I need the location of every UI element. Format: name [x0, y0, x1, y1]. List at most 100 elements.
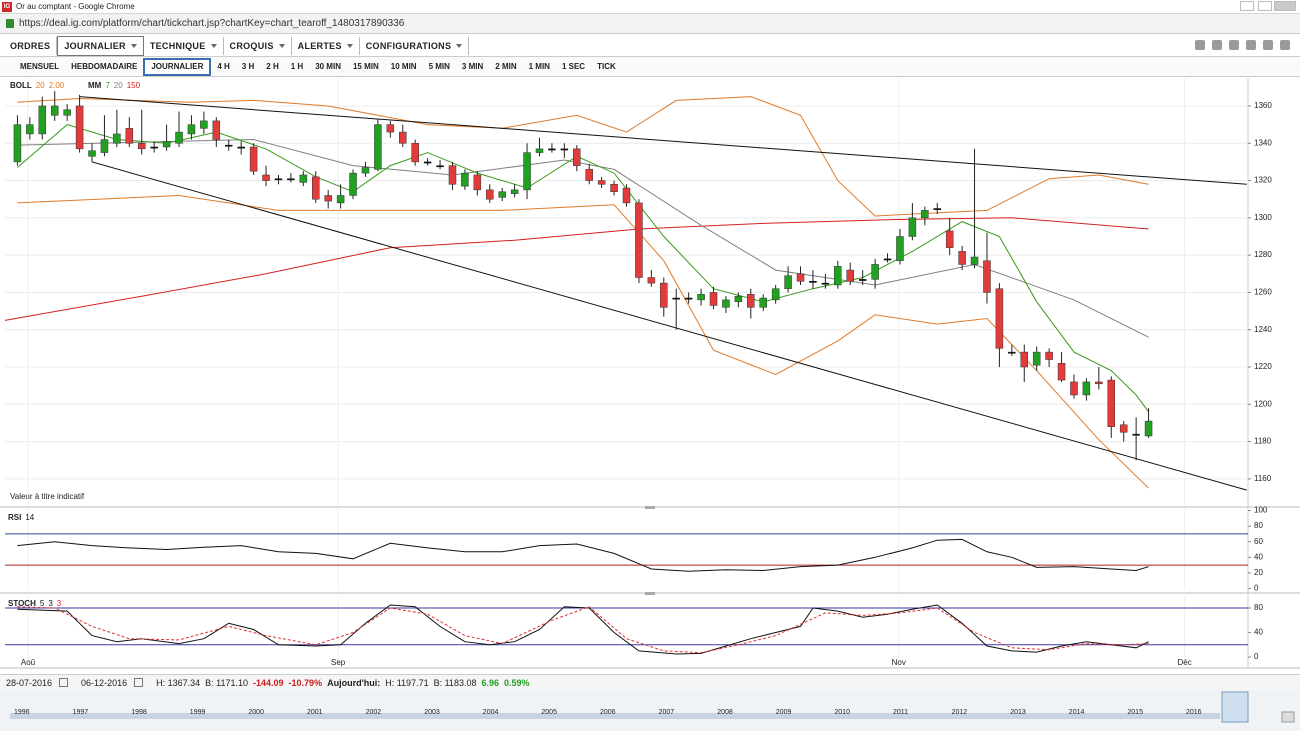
candle-body [324, 195, 332, 202]
timeframe-button[interactable]: 3 MIN [461, 62, 484, 71]
indicator-line [17, 538, 1149, 572]
timeframe-button[interactable]: 2 H [266, 62, 279, 71]
timeframe-button[interactable]: 30 MIN [315, 62, 341, 71]
candle-body [137, 143, 146, 150]
candle-body [896, 236, 904, 261]
candle-body [921, 210, 929, 219]
tool-icon[interactable] [1263, 40, 1273, 50]
today-label: Aujourd'hui: [327, 677, 381, 688]
menu-label: JOURNALIER [64, 40, 126, 51]
candle-body [349, 172, 357, 196]
candle-body [498, 191, 506, 198]
menu-item[interactable]: CROQUIS [224, 36, 292, 55]
overlay-line [79, 96, 1247, 185]
timeframe-button[interactable]: 2 MIN [495, 62, 517, 71]
candle-body [958, 251, 966, 265]
candle-body [200, 120, 208, 129]
navigator-year: 2005 [541, 709, 557, 716]
candle-body [374, 124, 382, 170]
minimize-button[interactable] [1240, 1, 1254, 11]
y-tick-label: 20 [1254, 568, 1263, 577]
candle-body [784, 275, 792, 289]
timeframe-button[interactable]: 1 SEC [561, 62, 586, 71]
indicator-param: 5 [40, 599, 45, 608]
menu-item[interactable]: CONFIGURATIONS [360, 36, 470, 55]
title-bar: IG Or au comptant - Google Chrome [0, 0, 1300, 14]
navigator-year: 2001 [307, 709, 323, 716]
navigator-year: 2012 [952, 709, 968, 716]
start-date[interactable]: 28-07-2016 [6, 677, 53, 688]
menu-item[interactable]: ALERTES [292, 36, 360, 55]
indicator-label: STOCH 5 3 3 [8, 599, 62, 608]
candle-body [709, 292, 718, 306]
candle-body [1057, 363, 1066, 381]
timeframe-button[interactable]: 10 MIN [390, 62, 417, 71]
indicator-name: RSI [8, 513, 21, 522]
candle-body [1008, 351, 1016, 354]
tool-icon[interactable] [1280, 40, 1290, 50]
maximize-button[interactable] [1258, 1, 1272, 11]
tool-icon[interactable] [1195, 40, 1205, 50]
menu-item[interactable]: ORDRES [4, 36, 58, 55]
timeframe-button[interactable]: 5 MIN [428, 62, 450, 71]
navigator[interactable] [0, 690, 1300, 731]
candle-body [995, 288, 1004, 349]
candle-body [38, 105, 47, 135]
navigator-year: 2016 [1186, 709, 1202, 716]
timeframe-button[interactable]: HEBDOMADAIRE [71, 62, 138, 71]
menu-label: ALERTES [297, 40, 342, 51]
candle-body [1045, 351, 1053, 360]
candle-body [846, 269, 854, 282]
y-tick-label: 80 [1254, 521, 1263, 530]
indicator-name: MM [88, 81, 102, 90]
zoom-control[interactable] [1281, 711, 1295, 723]
y-tick-label: 1240 [1254, 325, 1272, 334]
end-date[interactable]: 06-12-2016 [81, 677, 128, 688]
y-tick-label: 1180 [1254, 437, 1272, 446]
candle-body [312, 176, 320, 200]
overlay-line [91, 161, 1247, 491]
overlay-line [17, 96, 1149, 217]
candle-body [747, 294, 755, 308]
menu-item[interactable]: JOURNALIER [57, 35, 144, 56]
timeframe-button[interactable]: 1 MIN [528, 62, 550, 71]
candle-body [361, 167, 370, 174]
navigator-year: 2009 [776, 709, 792, 716]
resize-handle[interactable] [645, 592, 655, 595]
y-tick-label: 0 [1254, 652, 1259, 661]
timeframe-button[interactable]: 3 H [241, 62, 255, 71]
candle-body [1020, 351, 1029, 368]
timeframe-button[interactable]: 1 H [290, 62, 304, 71]
navigator-year: 2008 [717, 709, 733, 716]
candle-body [100, 139, 109, 153]
tool-icon[interactable] [1229, 40, 1239, 50]
candle-body [274, 178, 283, 181]
navigator-year: 2002 [366, 709, 382, 716]
address-bar[interactable]: https://deal.ig.com/platform/chart/tickc… [0, 14, 1300, 34]
navigator-window[interactable] [1221, 691, 1249, 723]
candle-body [175, 131, 183, 144]
annotation: Valeur à titre indicatif [10, 492, 85, 501]
timeframe-button[interactable]: MENSUEL [20, 62, 60, 71]
candle-body [399, 131, 407, 144]
tool-icon[interactable] [1212, 40, 1222, 50]
url[interactable]: https://deal.ig.com/platform/chart/tickc… [19, 18, 405, 29]
menu-item[interactable]: TECHNIQUE [144, 36, 224, 55]
candle-body [647, 277, 656, 284]
timeframe-button[interactable]: JOURNALIER [143, 57, 212, 76]
candle-body [423, 161, 432, 164]
today-change: 6.96 [481, 677, 499, 688]
candle-body [933, 208, 941, 210]
indicator-name: BOLL [10, 81, 32, 90]
candle-body [262, 174, 270, 181]
timeframe-button[interactable]: TICK [597, 62, 616, 71]
tool-icon[interactable] [1246, 40, 1256, 50]
navigator-year: 1999 [190, 709, 206, 716]
close-button[interactable] [1274, 1, 1296, 11]
candle-body [1070, 381, 1078, 396]
timeframe-button[interactable]: 15 MIN [352, 62, 379, 71]
resize-handle[interactable] [645, 506, 655, 509]
timeframe-button[interactable]: 4 H [217, 62, 230, 71]
candle-body [187, 124, 196, 135]
